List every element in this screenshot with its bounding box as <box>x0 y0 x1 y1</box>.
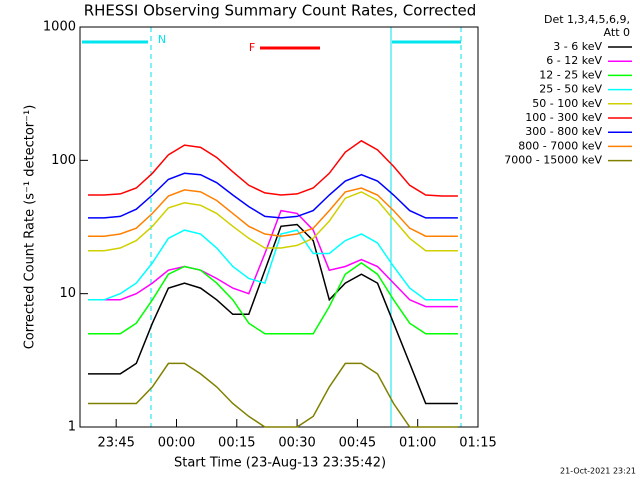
legend-label: 300 - 800 keV <box>525 125 602 138</box>
legend-label: 800 - 7000 keV <box>518 139 602 152</box>
x-tick-label: 00:00 <box>158 436 195 451</box>
annotation: N <box>158 33 166 46</box>
chart-title: RHESSI Observing Summary Count Rates, Co… <box>84 2 477 20</box>
plot-frame <box>79 26 479 428</box>
legend-label: 25 - 50 keV <box>539 83 602 96</box>
series-line <box>88 362 458 428</box>
y-tick-label: 10 <box>59 286 76 301</box>
series-line <box>88 191 458 252</box>
series-line <box>88 209 458 308</box>
annotation: F <box>249 41 255 54</box>
legend-label: 6 - 12 keV <box>546 54 602 67</box>
series-line <box>88 229 458 301</box>
legend-header: Det 1,3,4,5,6,9, <box>544 13 630 26</box>
y-tick-label: 1000 <box>43 20 76 35</box>
y-tick-label: 1 <box>68 420 76 435</box>
series-line <box>88 187 458 237</box>
x-tick-label: 00:30 <box>278 436 315 451</box>
series-line <box>88 139 458 197</box>
x-tick-label: 00:45 <box>339 436 376 451</box>
legend-label: 12 - 25 keV <box>539 68 602 81</box>
y-tick-label: 100 <box>51 153 76 168</box>
x-tick-label: 01:00 <box>399 436 436 451</box>
series-line <box>88 172 458 219</box>
series-line <box>88 261 458 335</box>
legend-header: Att 0 <box>604 26 630 39</box>
legend-label: 7000 - 15000 keV <box>504 154 602 167</box>
legend-label: 3 - 6 keV <box>553 40 602 53</box>
legend-label: 50 - 100 keV <box>532 97 602 110</box>
x-tick-label: 00:15 <box>218 436 255 451</box>
x-tick-label: 23:45 <box>97 436 134 451</box>
y-axis-label: Corrected Count Rate (s⁻¹ detector⁻¹) <box>23 105 38 350</box>
x-axis-label: Start Time (23-Aug-13 23:35:42) <box>174 456 386 471</box>
footer: 21-Oct-2021 23:21 <box>560 467 636 476</box>
x-tick-label: 01:15 <box>459 436 496 451</box>
legend-label: 100 - 300 keV <box>525 111 602 124</box>
